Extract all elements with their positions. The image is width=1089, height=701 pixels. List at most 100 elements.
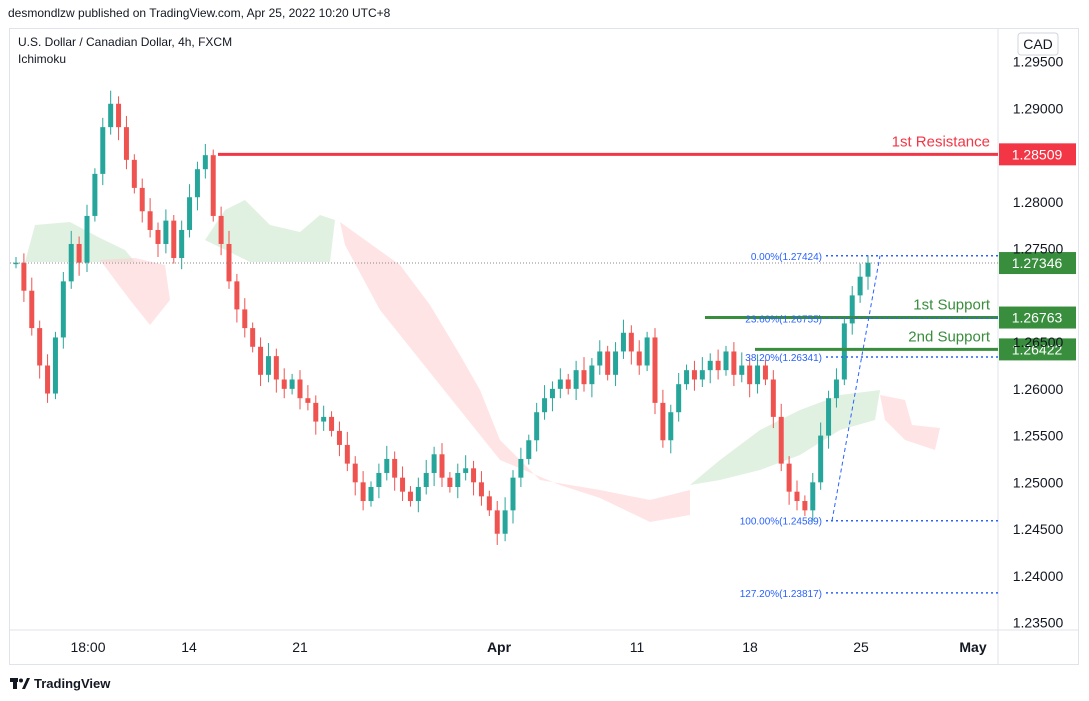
candle-body (707, 360, 713, 371)
candle-body (147, 211, 153, 230)
candle-body (321, 416, 327, 422)
candle-body (60, 281, 66, 338)
candle-body (818, 435, 824, 483)
fib-label: 0.00%(1.27424) (751, 252, 822, 263)
cloud-band (205, 200, 335, 262)
candle-body (518, 458, 524, 478)
candle-body (258, 346, 264, 375)
candle-body (163, 220, 169, 244)
candle-body (589, 365, 595, 385)
candle-body (510, 477, 516, 511)
candle-body (802, 501, 808, 511)
candle-body (447, 477, 453, 487)
candle-body (376, 472, 382, 487)
time-tick: 18 (742, 639, 758, 655)
candle-body (471, 468, 477, 483)
current-price-text: 1.27346 (1012, 255, 1063, 271)
currency-label: CAD (1023, 36, 1053, 52)
chart-frame (9, 28, 1079, 665)
candle-body (368, 486, 374, 502)
price-tick: 1.25000 (1013, 474, 1064, 490)
price-tick: 1.26000 (1013, 381, 1064, 397)
candle-body (273, 356, 279, 380)
candle-body (384, 458, 390, 473)
candle-body (116, 103, 122, 128)
tradingview-logo-icon (10, 677, 30, 690)
candle-body (668, 412, 674, 441)
candle-body (352, 463, 358, 483)
currency-box[interactable] (1017, 32, 1059, 56)
price-tick: 1.23500 (1013, 615, 1064, 631)
candle-body (123, 127, 129, 160)
candle-body (865, 262, 871, 277)
time-tick: 14 (181, 639, 197, 655)
fib-label: 38.20%(1.26341) (745, 353, 822, 364)
price-tick: 1.26500 (1013, 334, 1064, 350)
support-price-tag (999, 306, 1076, 329)
price-axis: 1.28509 1.26763 1.26422 1.27346 1.29500 1.290… (999, 54, 1076, 631)
candle-body (455, 472, 461, 487)
time-tick: 11 (630, 639, 645, 655)
support-price-text: 1.26763 (1012, 310, 1063, 326)
publish-line: desmondlzw published on TradingView.com,… (8, 6, 391, 20)
candle-body (131, 159, 137, 188)
current-price-tag (999, 252, 1076, 275)
candle-body (210, 155, 216, 216)
cloud-band (880, 395, 940, 450)
candle-body (463, 468, 469, 473)
candle-body (605, 351, 611, 375)
candle-body (573, 370, 579, 389)
candle-body (68, 243, 74, 282)
ichimoku-cloud (25, 200, 940, 522)
candle-body (857, 276, 863, 296)
time-tick: 25 (853, 639, 869, 655)
fib-trend-line (831, 255, 881, 521)
candle-body (841, 323, 847, 380)
candle-body (636, 351, 642, 366)
price-tick: 1.27500 (1013, 241, 1064, 257)
candle-body (187, 197, 193, 230)
resistance-label: 1st Resistance (892, 133, 990, 150)
time-tick: Apr (487, 639, 512, 655)
candle-body (486, 496, 492, 511)
candle-body (194, 169, 200, 198)
fib-label: 23.60%(1.26755) (745, 314, 822, 325)
candle-body (684, 370, 690, 385)
candle-body (76, 243, 82, 263)
candle-body (179, 229, 185, 258)
candle-body (344, 444, 350, 464)
time-tick: May (959, 639, 986, 655)
candle-body (392, 458, 398, 478)
candle-body (715, 360, 721, 371)
candle-body (37, 328, 43, 366)
candle-body (415, 486, 421, 502)
candle-body (597, 351, 603, 366)
candle-body (778, 416, 784, 464)
candle-body (431, 454, 437, 473)
candle-body (100, 127, 106, 174)
candle-body (731, 351, 737, 375)
support-price-tag (999, 338, 1076, 361)
candle-body (502, 510, 508, 534)
candle-body (755, 365, 761, 385)
price-tick: 1.24000 (1013, 568, 1064, 584)
candle-body (423, 472, 429, 487)
candle-body (45, 365, 51, 394)
candle-body (265, 356, 271, 375)
support-price-text: 1.26422 (1012, 341, 1063, 357)
price-tick: 1.24500 (1013, 521, 1064, 537)
candles (13, 90, 871, 545)
price-tick: 1.25500 (1013, 428, 1064, 444)
candle-body (542, 398, 548, 413)
resistance-price-tag (999, 143, 1076, 166)
fib-label: 100.00%(1.24589) (740, 517, 822, 528)
candle-body (699, 370, 705, 380)
candle-body (770, 379, 776, 417)
candle-body (84, 215, 90, 263)
tradingview-brand[interactable]: TradingView (10, 676, 110, 691)
fib-label: 127.20%(1.23817) (740, 589, 822, 600)
candle-body (644, 337, 650, 366)
candle-body (313, 402, 319, 422)
candle-body (218, 215, 224, 244)
